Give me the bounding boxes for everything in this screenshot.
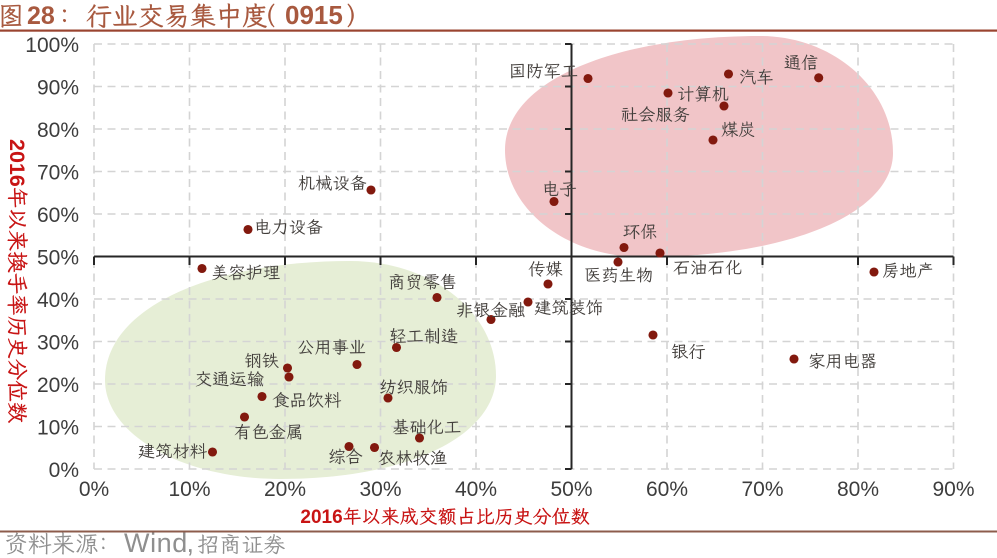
svg-text:30%: 30% bbox=[37, 332, 79, 355]
svg-text:60%: 60% bbox=[37, 204, 79, 227]
svg-text:20%: 20% bbox=[264, 478, 306, 501]
svg-text:60%: 60% bbox=[646, 478, 688, 501]
svg-text:10%: 10% bbox=[37, 417, 79, 440]
svg-text:0%: 0% bbox=[49, 459, 79, 482]
svg-text:2016: 2016 bbox=[5, 139, 29, 187]
svg-text:2016: 2016 bbox=[300, 507, 342, 528]
svg-text:30%: 30% bbox=[359, 478, 401, 501]
svg-text:50%: 50% bbox=[37, 247, 79, 270]
svg-text:28: 28 bbox=[27, 2, 55, 30]
svg-text:90%: 90% bbox=[932, 478, 974, 501]
svg-text:50%: 50% bbox=[550, 478, 592, 501]
svg-text:40%: 40% bbox=[455, 478, 497, 501]
svg-text:0915: 0915 bbox=[285, 0, 343, 30]
svg-text:0%: 0% bbox=[79, 478, 109, 501]
svg-text:,: , bbox=[187, 528, 195, 558]
svg-text:10%: 10% bbox=[168, 478, 210, 501]
svg-text:80%: 80% bbox=[837, 478, 879, 501]
svg-text:70%: 70% bbox=[37, 162, 79, 185]
svg-text:40%: 40% bbox=[37, 289, 79, 312]
svg-text:20%: 20% bbox=[37, 374, 79, 397]
svg-text:80%: 80% bbox=[37, 119, 79, 142]
svg-text:90%: 90% bbox=[37, 77, 79, 100]
svg-text:Wind: Wind bbox=[124, 528, 188, 558]
svg-text:100%: 100% bbox=[25, 34, 79, 57]
svg-text:70%: 70% bbox=[741, 478, 783, 501]
